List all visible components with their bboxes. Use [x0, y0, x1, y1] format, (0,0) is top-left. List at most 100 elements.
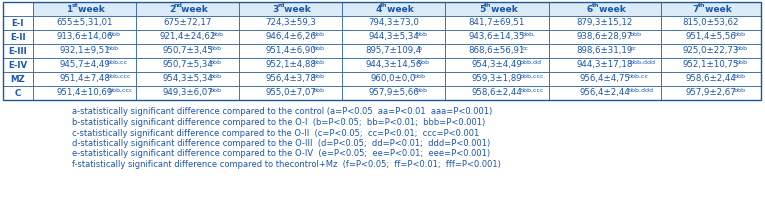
Bar: [136, 16, 239, 30]
Text: 675±72,17: 675±72,17: [163, 18, 212, 28]
Text: week: week: [488, 5, 517, 13]
Text: 943,6±14,35: 943,6±14,35: [469, 33, 526, 41]
Text: f-statistically significant difference compared to thecontrol+Mz  (f=P<0.05;  ff: f-statistically significant difference c…: [72, 160, 501, 169]
Bar: [661, 2, 761, 16]
Text: rd: rd: [278, 3, 285, 8]
Bar: [33, 30, 136, 44]
Bar: [3, 86, 33, 100]
Bar: [3, 2, 33, 16]
Text: nd: nd: [174, 3, 183, 8]
Text: cc: cc: [629, 46, 636, 51]
Text: week: week: [596, 5, 626, 13]
Bar: [445, 58, 549, 72]
Text: a-statistically significant difference compared to the control (a=P<0.05  aa=P<0: a-statistically significant difference c…: [72, 107, 492, 117]
Text: 956,4±3,78: 956,4±3,78: [265, 74, 316, 84]
Text: 944,3±5,34: 944,3±5,34: [368, 33, 419, 41]
Bar: [661, 30, 761, 44]
Bar: [342, 2, 445, 16]
Text: bbb,ddd: bbb,ddd: [627, 88, 653, 93]
Text: bbb: bbb: [210, 60, 222, 65]
Text: 958,6±2,44: 958,6±2,44: [471, 89, 522, 97]
Text: 945,7±4,49: 945,7±4,49: [59, 61, 110, 69]
Bar: [549, 44, 661, 58]
Text: cc: cc: [521, 46, 528, 51]
Bar: [549, 2, 661, 16]
Text: bbb: bbb: [106, 46, 119, 51]
Text: 921,4±24,62: 921,4±24,62: [159, 33, 216, 41]
Text: th: th: [592, 3, 599, 8]
Text: th: th: [380, 3, 388, 8]
Text: 932,1±9,51: 932,1±9,51: [59, 46, 110, 56]
Text: bbb,ddd: bbb,ddd: [629, 60, 655, 65]
Text: bbb,cc: bbb,cc: [627, 74, 648, 79]
Text: MZ: MZ: [11, 74, 25, 84]
Text: bbb: bbb: [313, 46, 324, 51]
Text: 951,4±5,56: 951,4±5,56: [685, 33, 737, 41]
Bar: [3, 72, 33, 86]
Text: b: b: [418, 46, 422, 51]
Text: bbb: bbb: [210, 46, 222, 51]
Text: bbb,ccc: bbb,ccc: [109, 88, 133, 93]
Text: 841,7±69,51: 841,7±69,51: [469, 18, 526, 28]
Text: bbb: bbb: [735, 46, 747, 51]
Bar: [136, 2, 239, 16]
Text: bbb,ccc: bbb,ccc: [519, 74, 543, 79]
Bar: [136, 58, 239, 72]
Text: th: th: [483, 3, 491, 8]
Bar: [33, 58, 136, 72]
Text: 954,3±4,49: 954,3±4,49: [472, 61, 522, 69]
Text: 6: 6: [587, 5, 593, 13]
Text: bbb,: bbb,: [521, 32, 536, 37]
Bar: [445, 2, 549, 16]
Text: th: th: [698, 3, 705, 8]
Bar: [445, 16, 549, 30]
Bar: [445, 86, 549, 100]
Text: bbb: bbb: [629, 32, 641, 37]
Bar: [445, 72, 549, 86]
Bar: [136, 86, 239, 100]
Text: 956,4±2,44: 956,4±2,44: [580, 89, 630, 97]
Text: bbb: bbb: [313, 32, 324, 37]
Bar: [661, 44, 761, 58]
Bar: [342, 58, 445, 72]
Text: 815,0±53,62: 815,0±53,62: [682, 18, 739, 28]
Bar: [136, 30, 239, 44]
Text: week: week: [384, 5, 414, 13]
Bar: [549, 72, 661, 86]
Text: 944,3±14,56: 944,3±14,56: [366, 61, 422, 69]
Bar: [549, 86, 661, 100]
Bar: [33, 86, 136, 100]
Text: e-statistically significant difference compared to the O-IV  (e=P<0.05;  ee=P<0.: e-statistically significant difference c…: [72, 150, 490, 158]
Text: week: week: [75, 5, 105, 13]
Bar: [342, 72, 445, 86]
Text: bbb,ccc: bbb,ccc: [106, 74, 131, 79]
Bar: [342, 16, 445, 30]
Text: 944,3±17,18: 944,3±17,18: [577, 61, 633, 69]
Bar: [239, 86, 342, 100]
Bar: [445, 30, 549, 44]
Text: bbb,cc: bbb,cc: [106, 60, 128, 65]
Text: 959,3±1,89: 959,3±1,89: [472, 74, 522, 84]
Text: 950,7±3,45: 950,7±3,45: [162, 46, 213, 56]
Text: 5: 5: [479, 5, 485, 13]
Bar: [33, 16, 136, 30]
Text: 879,3±15,12: 879,3±15,12: [577, 18, 633, 28]
Text: bbb: bbb: [735, 60, 747, 65]
Text: bbb: bbb: [210, 88, 222, 93]
Bar: [3, 58, 33, 72]
Text: 951,4±10,69: 951,4±10,69: [57, 89, 112, 97]
Bar: [342, 44, 445, 58]
Text: bbb: bbb: [415, 32, 428, 37]
Text: 4: 4: [376, 5, 382, 13]
Text: c-statistically significant difference compared to the O-II  (c=P<0.05;  cc=P<0.: c-statistically significant difference c…: [72, 128, 479, 138]
Text: 913,6±14,06: 913,6±14,06: [57, 33, 112, 41]
Text: 2: 2: [169, 5, 176, 13]
Text: bbb: bbb: [733, 32, 745, 37]
Bar: [239, 16, 342, 30]
Text: 925,0±22,73: 925,0±22,73: [683, 46, 739, 56]
Bar: [3, 44, 33, 58]
Text: bbb: bbb: [109, 32, 121, 37]
Bar: [136, 72, 239, 86]
Text: bbb: bbb: [733, 88, 745, 93]
Text: 949,3±6,07: 949,3±6,07: [162, 89, 213, 97]
